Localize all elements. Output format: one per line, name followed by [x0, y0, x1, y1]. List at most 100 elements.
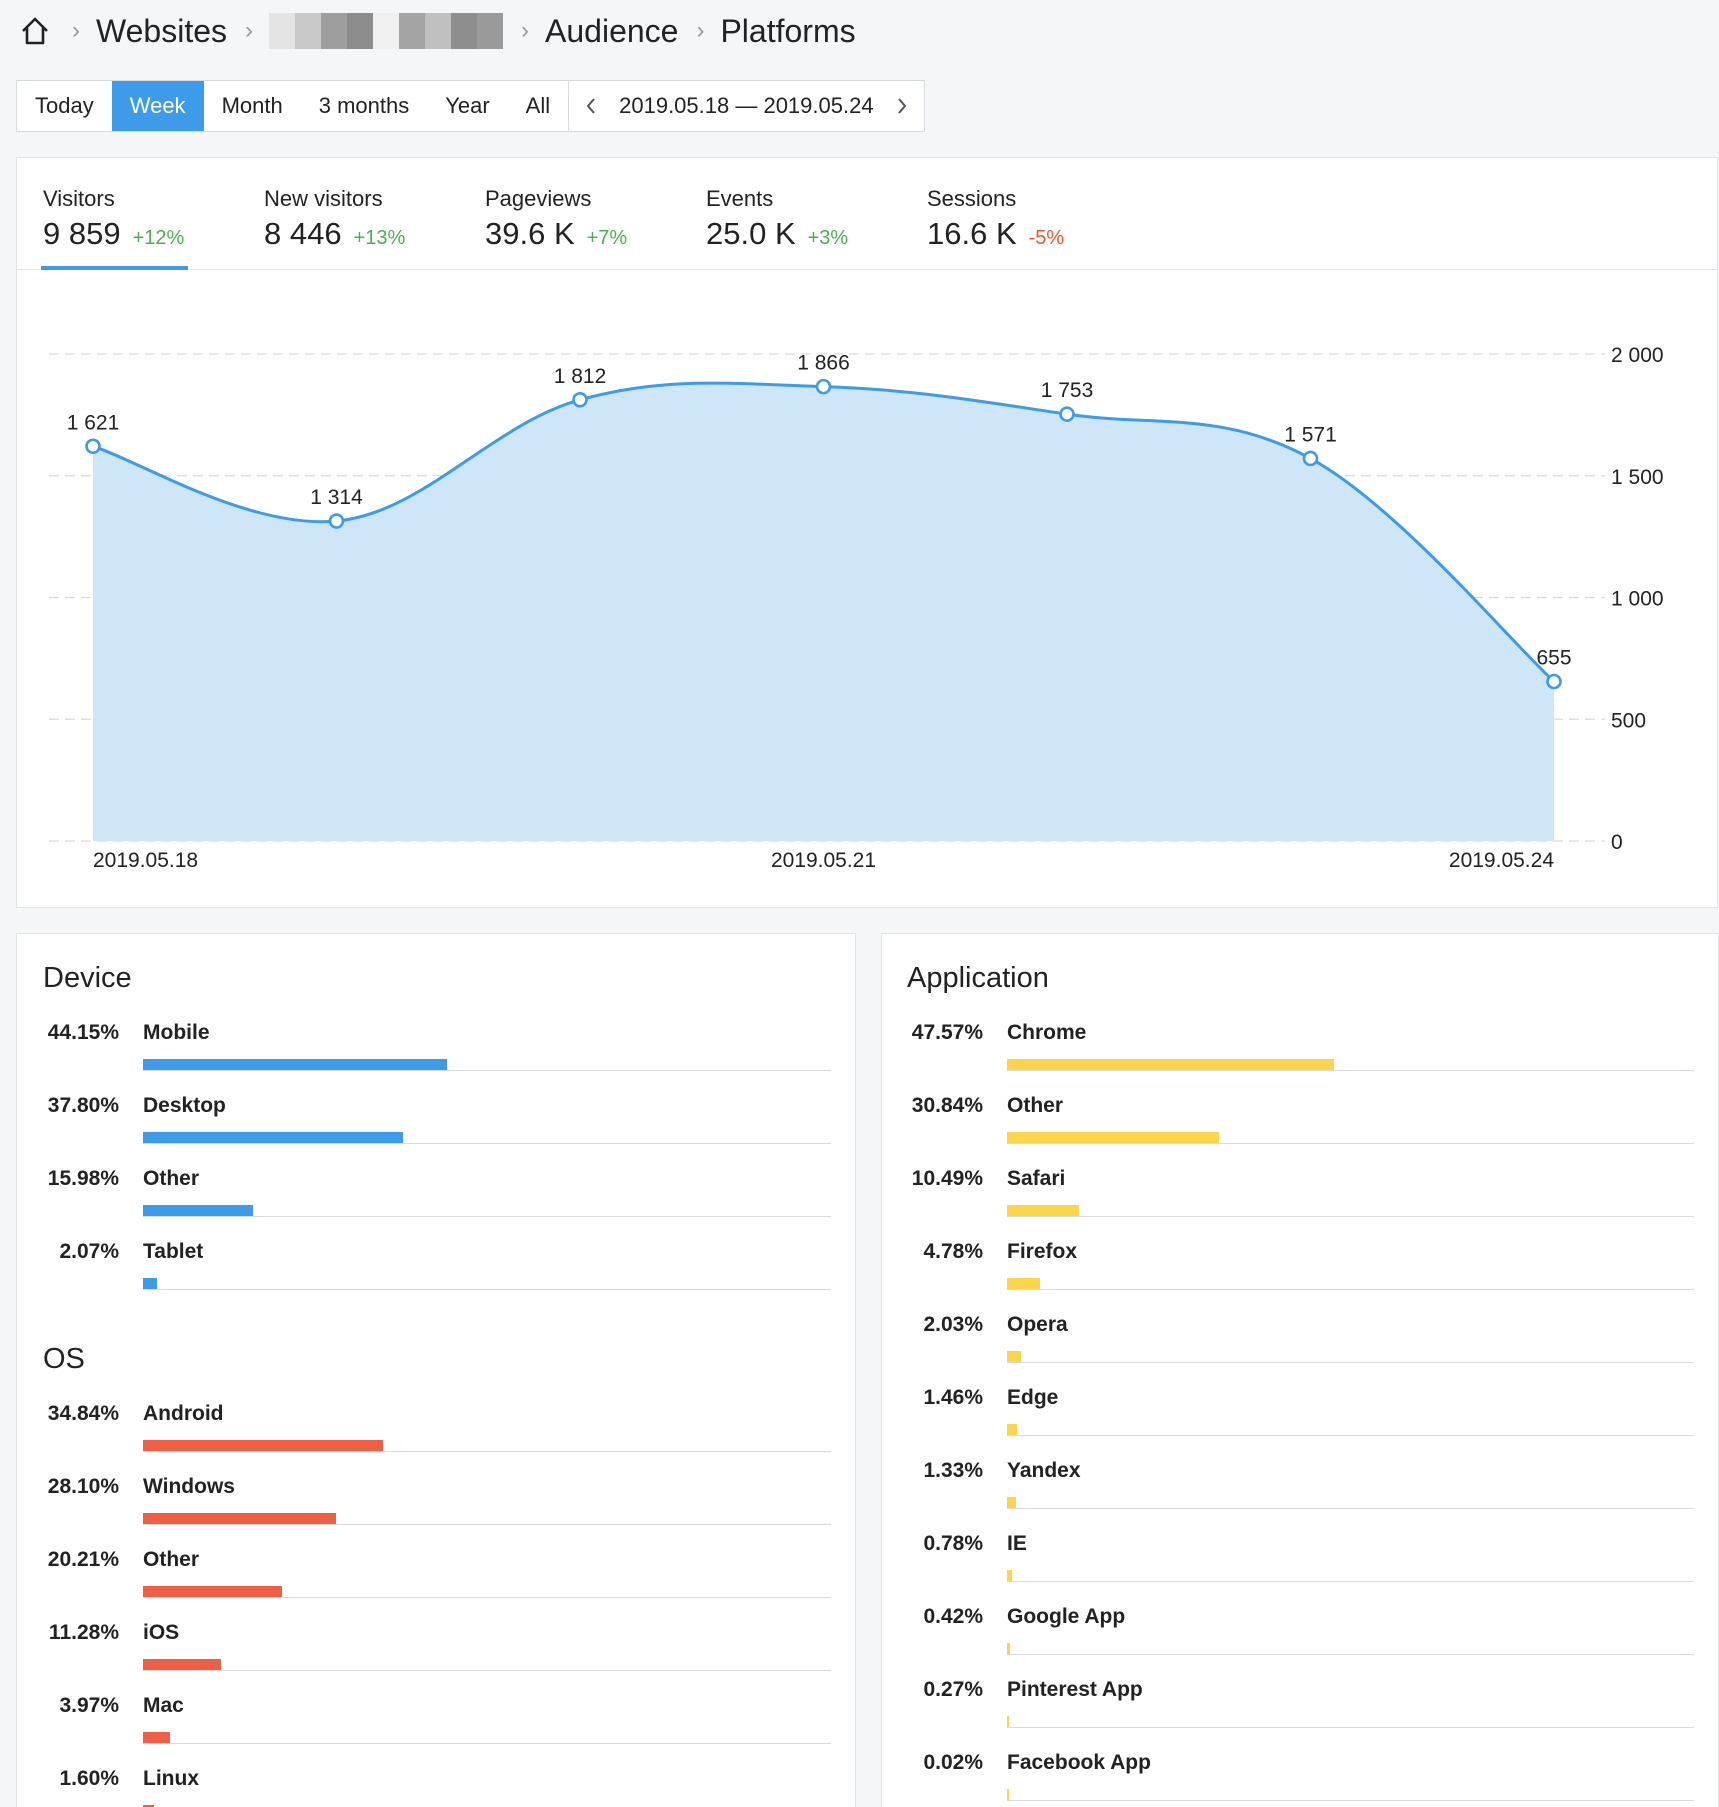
os-row[interactable]: 1.60% Linux — [43, 1767, 831, 1807]
metric-value: 8 446 — [264, 216, 342, 251]
data-label: 1 314 — [310, 486, 363, 509]
metric-label: Sessions — [927, 186, 1017, 211]
application-name: Google App — [1007, 1605, 1126, 1628]
application-name: Yandex — [1007, 1459, 1081, 1482]
application-name: Other — [1007, 1094, 1064, 1117]
os-name: Windows — [143, 1475, 235, 1498]
metric-change: +12% — [132, 227, 185, 249]
period-today-button[interactable]: Today — [35, 93, 94, 118]
os-row[interactable]: 28.10% Windows — [43, 1475, 831, 1533]
data-point — [815, 378, 832, 395]
application-row[interactable]: 30.84% Other — [907, 1094, 1694, 1152]
application-bar-track — [1007, 1497, 1694, 1509]
os-percent: 28.10% — [47, 1475, 119, 1498]
application-bar-track — [1007, 1351, 1694, 1363]
device-percent: 44.15% — [47, 1021, 119, 1044]
data-label: 1 753 — [1041, 379, 1094, 402]
application-row[interactable]: 0.42% Google App — [907, 1605, 1694, 1663]
os-bar-fill — [143, 1586, 283, 1597]
breadcrumb-audience[interactable]: Audience — [545, 12, 679, 49]
y-tick-label: 1 000 — [1611, 588, 1664, 611]
application-percent: 30.84% — [911, 1094, 983, 1117]
device-bar-track — [143, 1278, 831, 1290]
application-row[interactable]: 1.33% Yandex — [907, 1459, 1694, 1517]
device-bar-track — [143, 1205, 831, 1217]
application-row[interactable]: 4.78% Firefox — [907, 1240, 1694, 1298]
home-icon[interactable] — [16, 12, 54, 50]
application-row[interactable]: 10.49% Safari — [907, 1167, 1694, 1225]
x-tick-label: 2019.05.21 — [771, 849, 876, 872]
os-row[interactable]: 34.84% Android — [43, 1402, 831, 1460]
data-label: 1 621 — [67, 411, 120, 434]
breadcrumb-site-name-redacted[interactable] — [269, 13, 504, 49]
device-section-title: Device — [43, 962, 132, 994]
period-3-months-button[interactable]: 3 months — [318, 93, 410, 118]
period-week-button[interactable]: Week — [111, 81, 204, 131]
os-row[interactable]: 11.28% iOS — [43, 1621, 831, 1679]
period-year-button[interactable]: Year — [445, 93, 490, 118]
os-percent: 3.97% — [59, 1694, 119, 1717]
os-percent: 1.60% — [59, 1767, 119, 1790]
y-tick-label: 0 — [1611, 831, 1623, 854]
y-tick-label: 500 — [1611, 709, 1646, 732]
device-name: Tablet — [143, 1240, 204, 1263]
device-percent: 2.07% — [59, 1240, 119, 1263]
device-row[interactable]: 44.15% Mobile — [43, 1021, 831, 1079]
application-row[interactable]: 1.46% Edge — [907, 1386, 1694, 1444]
breadcrumb-separator-icon: › — [245, 17, 254, 44]
application-name: Safari — [1007, 1167, 1066, 1190]
period-month-button[interactable]: Month — [221, 93, 283, 118]
os-bar-track — [143, 1513, 831, 1525]
stats-panel: Visitors 9 859 +12% New visitors 8 446 +13… — [16, 157, 1718, 908]
device-name: Other — [143, 1167, 200, 1190]
os-bar-track — [143, 1659, 831, 1671]
metric-change: +13% — [353, 227, 406, 249]
metric-tab-pageviews[interactable]: Pageviews 39.6 K +7% — [485, 158, 706, 269]
application-bar-fill — [1007, 1351, 1021, 1362]
application-row[interactable]: 47.57% Chrome — [907, 1021, 1694, 1079]
device-name: Desktop — [143, 1094, 226, 1117]
data-point — [328, 513, 345, 529]
date-range: 2019.05.18 — 2019.05.24 — [568, 81, 923, 131]
device-bar-fill — [143, 1059, 447, 1070]
metric-value: 25.0 K — [706, 216, 796, 251]
device-row[interactable]: 2.07% Tablet — [43, 1240, 831, 1298]
data-label: 1 866 — [797, 352, 850, 375]
application-name: Firefox — [1007, 1240, 1078, 1263]
device-row[interactable]: 37.80% Desktop — [43, 1094, 831, 1152]
date-range-label[interactable]: 2019.05.18 — 2019.05.24 — [619, 93, 874, 118]
metric-label: Visitors — [43, 186, 115, 211]
y-tick-label: 1 500 — [1611, 466, 1664, 489]
os-bar-track — [143, 1440, 831, 1452]
device-percent: 37.80% — [47, 1094, 119, 1117]
device-row[interactable]: 15.98% Other — [43, 1167, 831, 1225]
application-bar-track — [1007, 1716, 1694, 1728]
application-row[interactable]: 0.78% IE — [907, 1532, 1694, 1590]
os-bar-track — [143, 1732, 831, 1744]
visitors-chart-svg: 0 500 1 000 1 500 2 000 1 621 1 314 1 812 1 866 1… — [49, 344, 1664, 872]
metric-tab-new-visitors[interactable]: New visitors 8 446 +13% — [264, 158, 485, 269]
metric-label: Pageviews — [485, 186, 592, 211]
metric-tab-visitors[interactable]: Visitors 9 859 +12% — [41, 158, 264, 270]
application-row[interactable]: 0.27% Pinterest App — [907, 1678, 1694, 1736]
chevron-right-icon[interactable] — [880, 81, 924, 131]
application-percent: 0.78% — [923, 1532, 983, 1555]
os-name: Mac — [143, 1694, 184, 1717]
application-bar-track — [1007, 1789, 1694, 1801]
application-bar-fill — [1007, 1278, 1040, 1289]
chevron-left-icon[interactable] — [569, 81, 613, 131]
metric-tab-events[interactable]: Events 25.0 K +3% — [706, 158, 927, 269]
application-name: Chrome — [1007, 1021, 1087, 1044]
period-all-button[interactable]: All — [525, 93, 551, 118]
os-row[interactable]: 20.21% Other — [43, 1548, 831, 1606]
x-tick-label: 2019.05.18 — [93, 849, 198, 872]
os-percent: 20.21% — [47, 1548, 119, 1571]
application-panel: Application 47.57% Chrome 30.84% Other 10.49… — [881, 933, 1719, 1807]
metric-tab-sessions[interactable]: Sessions 16.6 K -5% — [927, 158, 1148, 269]
os-row[interactable]: 3.97% Mac — [43, 1694, 831, 1752]
application-row[interactable]: 2.03% Opera — [907, 1313, 1694, 1371]
breadcrumb-websites[interactable]: Websites — [96, 12, 228, 49]
device-bar-fill — [143, 1278, 158, 1289]
application-row[interactable]: 0.02% Facebook App — [907, 1751, 1694, 1807]
os-bar-track — [143, 1586, 831, 1598]
